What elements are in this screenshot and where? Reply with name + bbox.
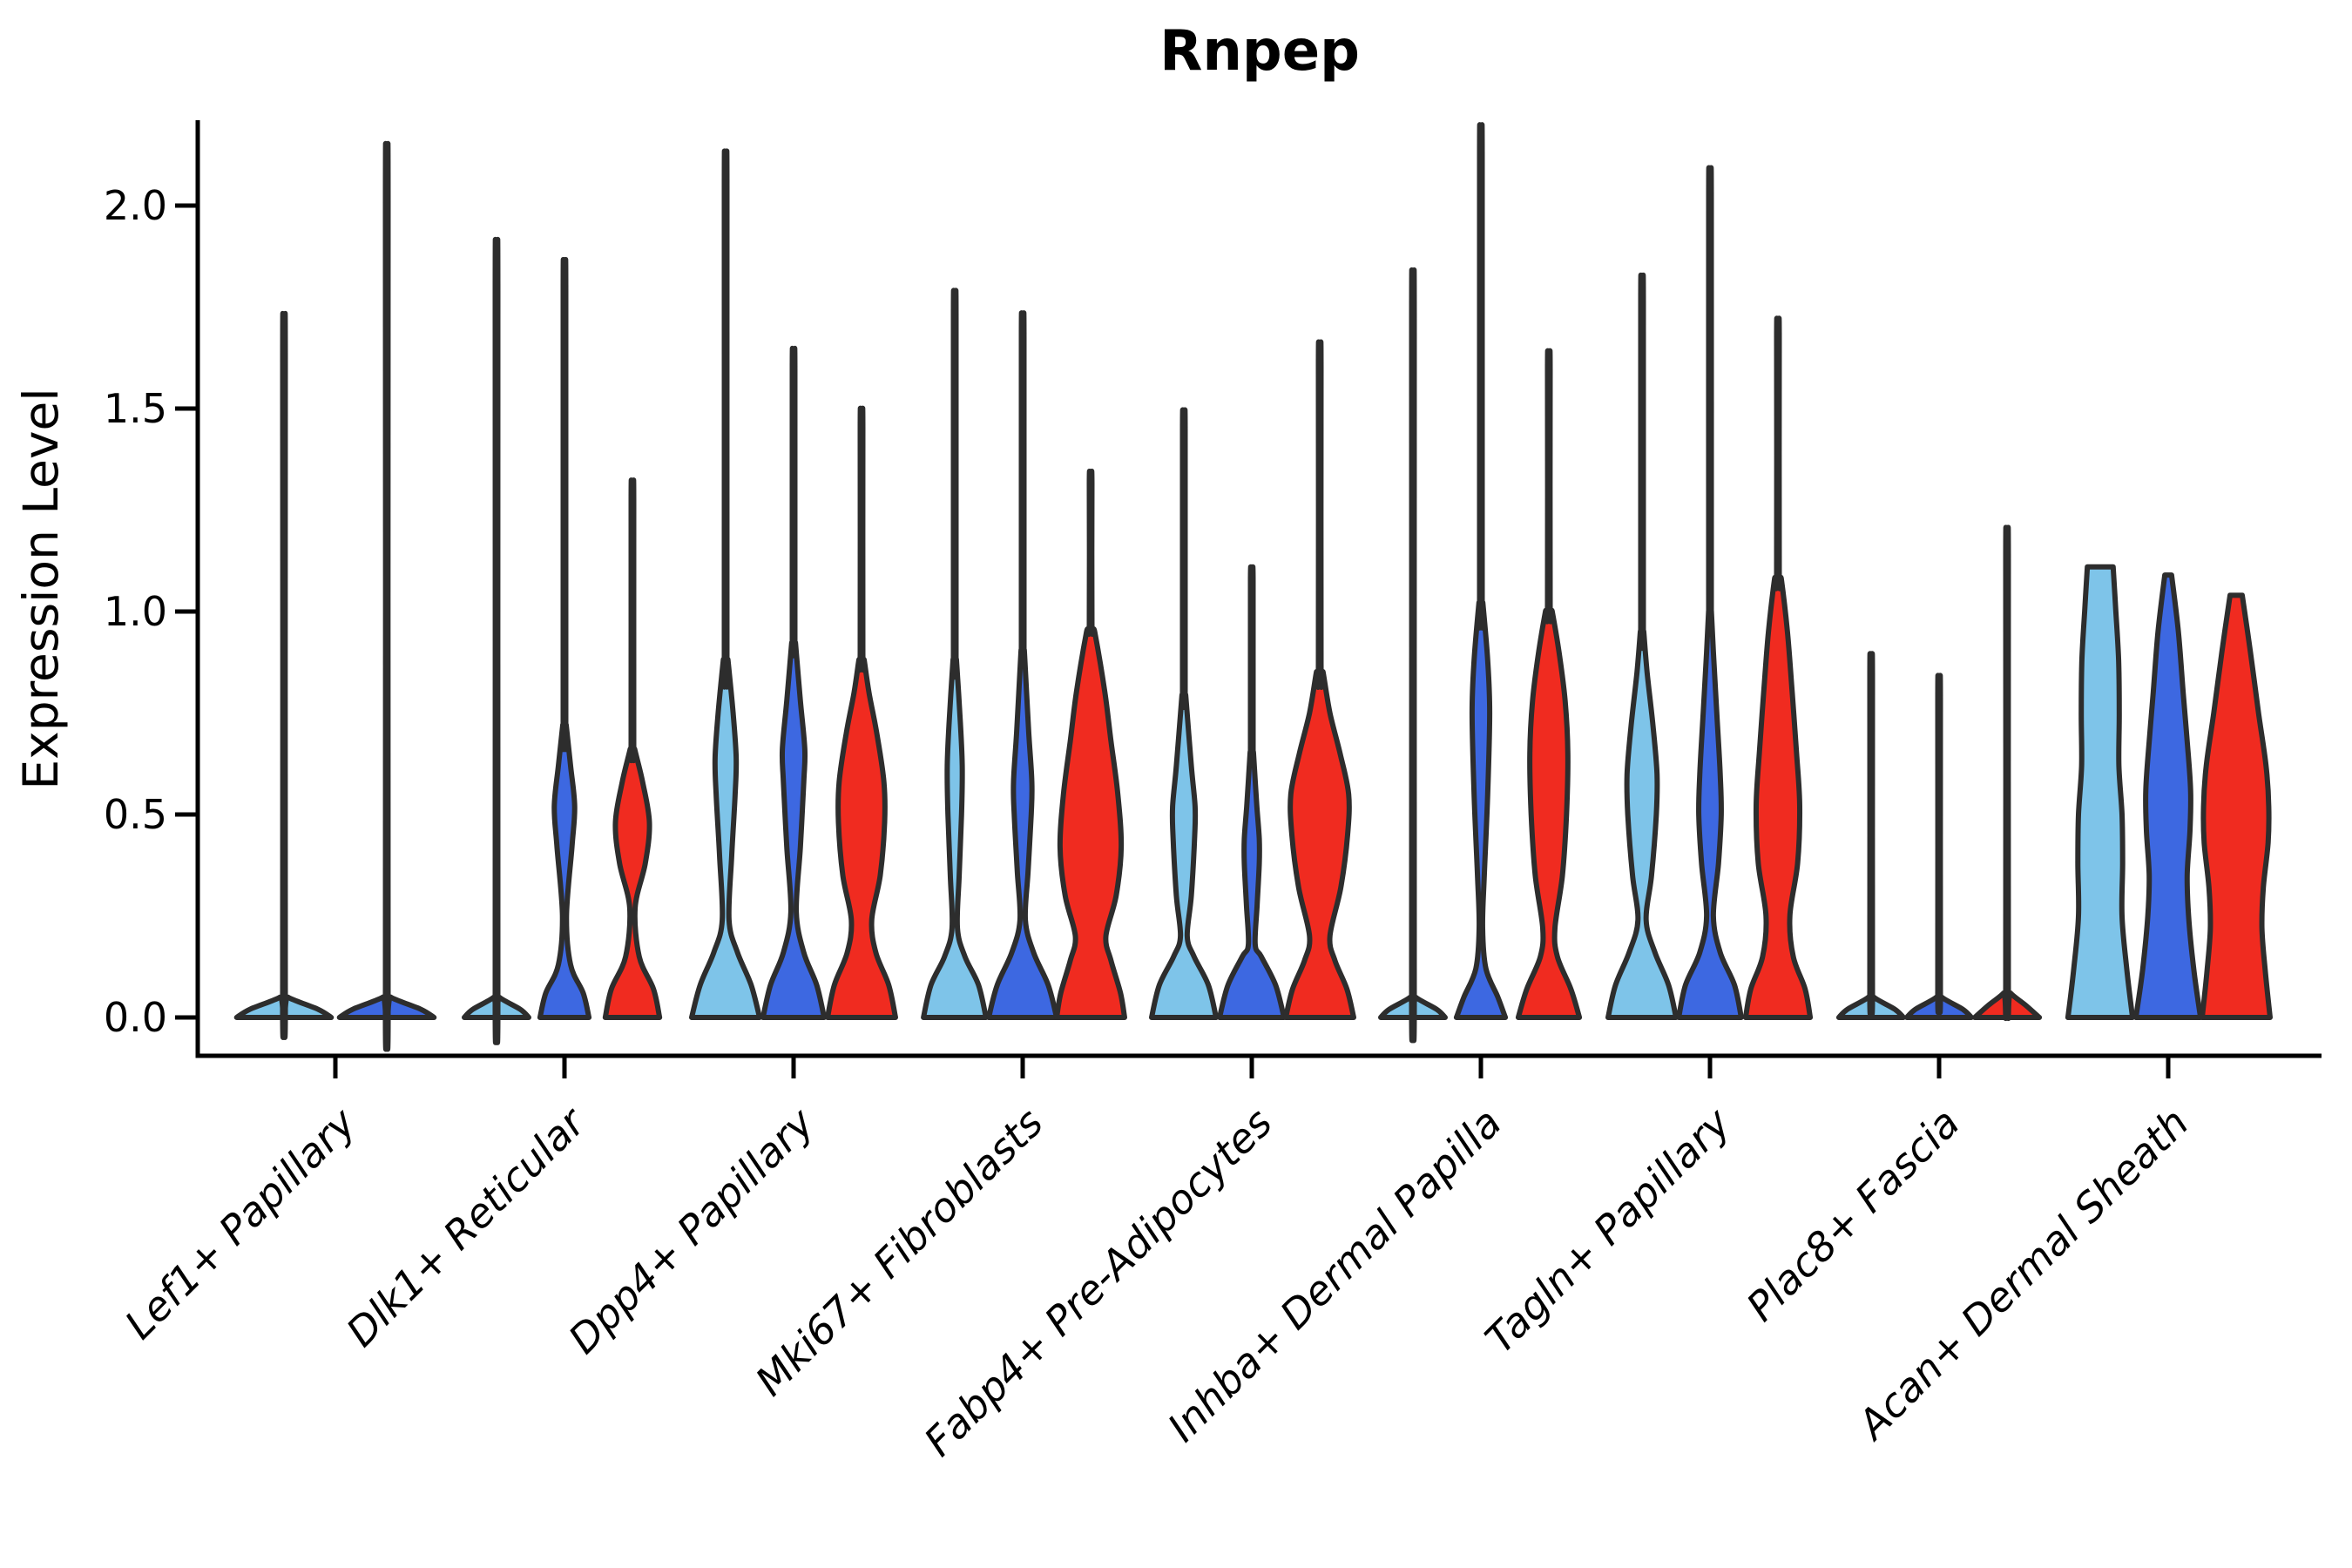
violin-8-cond1: [1835, 651, 1907, 1020]
violin-7-cond1: [1605, 272, 1679, 1020]
y-tick-label: 1.0: [104, 588, 167, 635]
violin-6-cond2: [1453, 122, 1509, 1020]
violin-4-cond1: [921, 287, 989, 1020]
violin-6-cond1: [1378, 267, 1448, 1044]
violin-9-cond3: [2200, 592, 2273, 1020]
y-tick-label: 0.5: [104, 791, 167, 838]
violin-2-cond3: [602, 477, 663, 1020]
violin-6-cond3: [1515, 348, 1583, 1020]
y-axis-label: Expression Level: [13, 388, 69, 789]
violin-1-cond2: [336, 140, 437, 1052]
violin-4-cond2: [986, 310, 1059, 1020]
violin-9-cond1: [2065, 564, 2136, 1020]
y-tick-label: 2.0: [104, 182, 167, 229]
violin-5-cond1: [1149, 407, 1219, 1020]
violin-7-cond2: [1676, 165, 1744, 1020]
violin-1-cond1: [233, 311, 335, 1040]
violin-3-cond2: [760, 346, 828, 1020]
violin-2-cond1: [462, 236, 531, 1045]
violin-2-cond2: [537, 257, 592, 1020]
chart-title: Rnpep: [1159, 19, 1360, 84]
violin-9-cond2: [2132, 572, 2204, 1020]
violin-8-cond3: [1971, 524, 2043, 1021]
violin-5-cond2: [1217, 564, 1287, 1020]
violin-3-cond1: [689, 148, 762, 1020]
violin-4-cond3: [1054, 468, 1127, 1020]
violin-3-cond3: [825, 405, 898, 1020]
y-tick-label: 1.5: [104, 385, 167, 432]
violin-7-cond3: [1742, 315, 1814, 1020]
violin-5-cond3: [1283, 339, 1356, 1020]
violin-8-cond2: [1903, 672, 1975, 1020]
y-tick-label: 0.0: [104, 994, 167, 1041]
